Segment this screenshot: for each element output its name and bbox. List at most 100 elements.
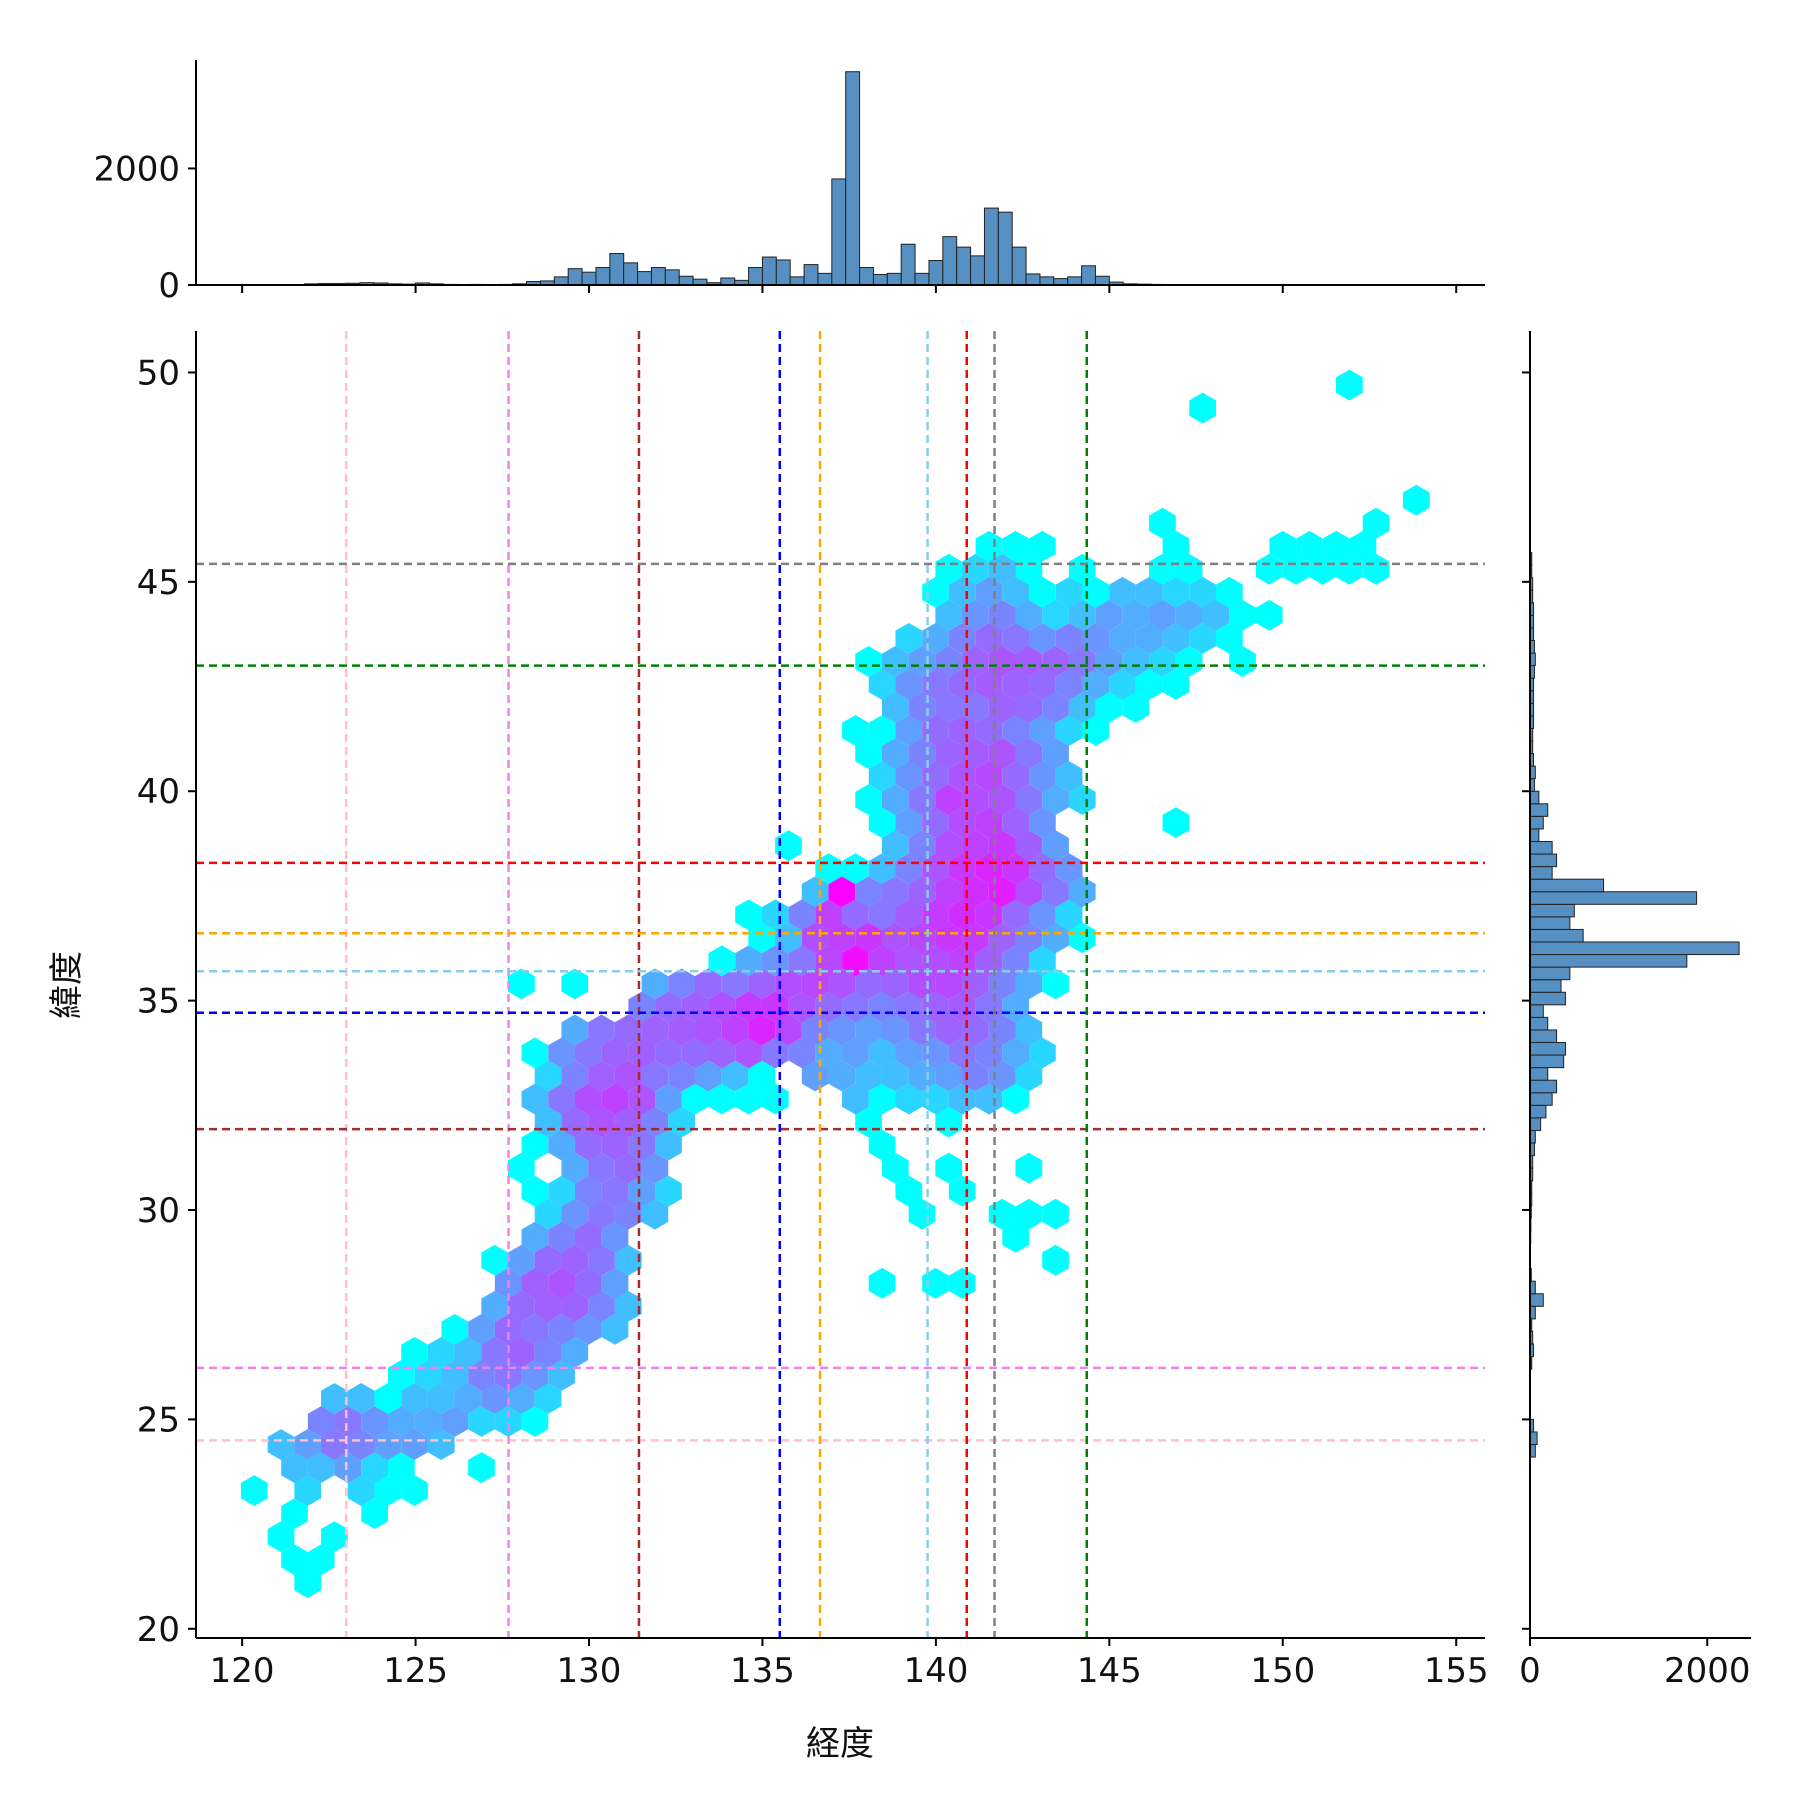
- hex-cell: [828, 1014, 856, 1046]
- x-tick-label: 145: [1077, 1651, 1142, 1691]
- hex-cell: [935, 1152, 963, 1184]
- hex-cell: [1149, 507, 1176, 539]
- histogram-bar: [872, 274, 888, 286]
- histogram-bar: [1529, 1293, 1544, 1307]
- hex-cell: [1055, 576, 1083, 608]
- y-axis-label: 緯度: [47, 951, 87, 1019]
- hex-cell: [1042, 599, 1069, 631]
- hex-cell: [1362, 507, 1390, 539]
- hex-cell: [601, 1221, 629, 1253]
- hex-cell: [628, 991, 656, 1023]
- hex-cell: [427, 1383, 455, 1414]
- hex-cell: [815, 1037, 843, 1069]
- hex-cell: [561, 1152, 589, 1184]
- y-tick-label: 20: [137, 1610, 180, 1650]
- hex-cell: [828, 922, 856, 954]
- hex-cell: [922, 761, 949, 792]
- x-axis-label: 経度: [806, 1724, 874, 1764]
- hex-cell: [601, 1175, 629, 1207]
- hex-cell: [788, 1037, 816, 1069]
- hex-cell: [508, 1290, 535, 1322]
- hex-cell: [521, 1406, 549, 1437]
- hex-cell: [962, 1014, 989, 1046]
- hex-cell: [881, 1014, 909, 1046]
- histogram-bar: [1011, 246, 1027, 286]
- hex-cell: [374, 1429, 402, 1460]
- histogram-bar: [817, 272, 833, 286]
- histogram-bar: [1529, 1016, 1549, 1031]
- hex-cell: [668, 1014, 695, 1046]
- hex-cell: [1095, 692, 1123, 723]
- hex-cell: [1002, 576, 1030, 608]
- hex-cell: [948, 1083, 976, 1115]
- hex-cell: [574, 1083, 602, 1115]
- hex-cell: [655, 1175, 682, 1207]
- hex-cell: [842, 1037, 869, 1069]
- histogram-bar: [637, 271, 652, 286]
- hex-cell: [481, 1383, 509, 1414]
- hex-cell: [1068, 553, 1096, 585]
- hex-cell: [628, 1083, 656, 1115]
- hex-cell: [1015, 1198, 1043, 1230]
- hex-cell: [561, 1290, 589, 1322]
- hex-cell: [868, 1037, 896, 1069]
- hex-cell: [534, 1198, 562, 1230]
- hex-cell: [855, 922, 882, 954]
- hex-cell: [1336, 553, 1363, 585]
- hex-cell: [908, 1060, 936, 1092]
- hex-cell: [1216, 622, 1243, 654]
- hex-cell: [281, 1452, 308, 1483]
- hex-cell: [881, 830, 909, 862]
- histogram-bar: [1529, 1117, 1542, 1131]
- histogram-bar: [1529, 903, 1575, 918]
- hex-cell: [668, 968, 695, 1000]
- hex-cell: [641, 1106, 669, 1138]
- hex-cell: [948, 807, 976, 839]
- hex-cell: [1015, 645, 1043, 677]
- hex-cell: [1149, 599, 1176, 631]
- hex-cell: [347, 1429, 375, 1460]
- hex-cell: [1002, 1083, 1030, 1115]
- hex-cell: [441, 1313, 469, 1345]
- hex-cell: [935, 968, 963, 1000]
- histogram-bar: [1529, 815, 1544, 830]
- hex-cell: [601, 1083, 629, 1115]
- hex-cell: [761, 991, 789, 1023]
- hex-cell: [1015, 599, 1043, 631]
- hex-cell: [1162, 622, 1190, 654]
- hex-cell: [935, 553, 963, 585]
- hex-cell: [668, 1060, 695, 1092]
- hex-cell: [948, 622, 976, 654]
- hex-cell: [775, 1014, 802, 1046]
- hex-cell: [988, 968, 1016, 1000]
- hex-cell: [614, 1198, 642, 1230]
- hex-cell: [1122, 692, 1150, 723]
- histogram-bar: [1529, 878, 1605, 893]
- hex-cell: [481, 1244, 509, 1276]
- hex-cell: [975, 853, 1003, 885]
- hex-cell: [948, 715, 976, 746]
- hex-cell: [1336, 369, 1363, 401]
- histogram-bar: [1067, 276, 1083, 286]
- hex-cell: [574, 1175, 602, 1207]
- hex-cell: [508, 968, 535, 1000]
- hex-cell: [842, 715, 869, 746]
- hex-cell: [1002, 530, 1030, 562]
- histogram-bar: [1094, 275, 1110, 286]
- hex-cell: [1122, 599, 1150, 631]
- hex-cell: [895, 669, 923, 700]
- hex-cell: [240, 1475, 268, 1507]
- histogram-bar: [1529, 916, 1571, 930]
- hex-cell: [655, 1037, 682, 1069]
- hex-cell: [574, 1129, 602, 1161]
- histogram-bar: [748, 267, 763, 286]
- hex-cell: [361, 1452, 388, 1483]
- hex-cell: [694, 968, 722, 1000]
- hex-cell: [935, 1060, 963, 1092]
- hex-cell: [401, 1336, 428, 1368]
- hex-cell: [815, 945, 843, 977]
- hex-cell: [935, 645, 963, 677]
- hex-cell: [601, 1267, 629, 1299]
- y-tick-label: 25: [137, 1400, 180, 1440]
